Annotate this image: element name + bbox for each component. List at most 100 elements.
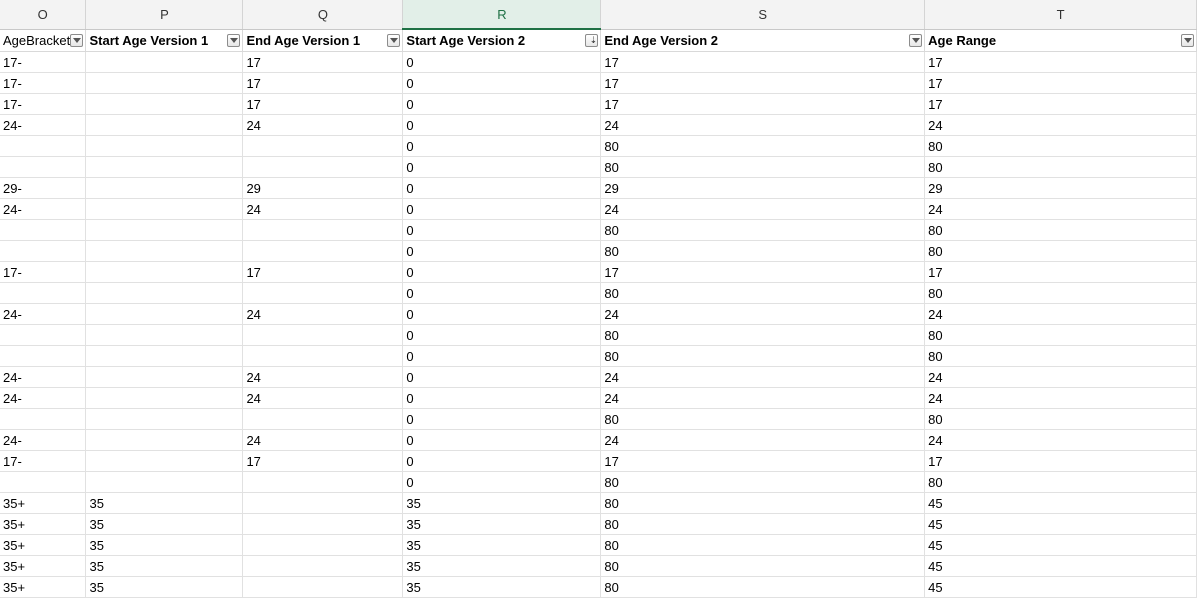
cell-p[interactable] [85, 219, 244, 241]
cell-r[interactable]: 0 [402, 219, 602, 241]
cell-o[interactable]: 35+ [0, 492, 87, 514]
cell-s[interactable]: 80 [600, 324, 926, 346]
cell-r[interactable]: 0 [402, 198, 602, 220]
cell-o[interactable]: 35+ [0, 555, 87, 577]
cell-q[interactable] [242, 219, 404, 241]
cell-s[interactable]: 17 [600, 93, 926, 115]
cell-q[interactable]: 17 [242, 72, 404, 94]
cell-o[interactable]: 17- [0, 261, 87, 283]
cell-q[interactable] [242, 282, 404, 304]
header-cell-q[interactable]: End Age Version 1 [242, 29, 404, 52]
sort-descending-filter-icon[interactable]: ⇣ [585, 34, 599, 47]
cell-q[interactable]: 17 [242, 51, 404, 73]
cell-q[interactable] [242, 345, 404, 367]
cell-p[interactable] [85, 135, 244, 157]
cell-s[interactable]: 17 [600, 450, 926, 472]
cell-r[interactable]: 0 [402, 114, 602, 136]
cell-r[interactable]: 0 [402, 282, 602, 304]
cell-q[interactable] [242, 408, 404, 430]
cell-s[interactable]: 24 [600, 387, 926, 409]
cell-r[interactable]: 0 [402, 471, 602, 493]
header-cell-t[interactable]: Age Range [924, 29, 1197, 52]
cell-r[interactable]: 0 [402, 345, 602, 367]
cell-p[interactable] [85, 51, 244, 73]
cell-r[interactable]: 0 [402, 72, 602, 94]
cell-t[interactable]: 45 [924, 492, 1197, 514]
cell-s[interactable]: 80 [600, 282, 926, 304]
cell-q[interactable]: 24 [242, 198, 404, 220]
cell-o[interactable] [0, 345, 87, 367]
cell-q[interactable] [242, 240, 404, 262]
column-letter-s[interactable]: S [600, 0, 926, 30]
cell-p[interactable]: 35 [85, 576, 244, 598]
cell-t[interactable]: 24 [924, 366, 1197, 388]
cell-t[interactable]: 80 [924, 471, 1197, 493]
cell-s[interactable]: 80 [600, 576, 926, 598]
cell-o[interactable]: 17- [0, 51, 87, 73]
cell-p[interactable] [85, 303, 244, 325]
cell-q[interactable]: 17 [242, 93, 404, 115]
column-letter-o[interactable]: O [0, 0, 87, 30]
cell-t[interactable]: 24 [924, 387, 1197, 409]
cell-t[interactable]: 80 [924, 219, 1197, 241]
filter-dropdown-icon[interactable] [1181, 33, 1194, 47]
column-letter-t[interactable]: T [924, 0, 1197, 30]
cell-p[interactable] [85, 198, 244, 220]
cell-s[interactable]: 17 [600, 261, 926, 283]
cell-p[interactable]: 35 [85, 534, 244, 556]
cell-p[interactable] [85, 345, 244, 367]
cell-t[interactable]: 17 [924, 93, 1197, 115]
cell-r[interactable]: 0 [402, 429, 602, 451]
cell-s[interactable]: 80 [600, 240, 926, 262]
cell-p[interactable] [85, 114, 244, 136]
cell-o[interactable] [0, 240, 87, 262]
cell-p[interactable] [85, 156, 244, 178]
cell-p[interactable] [85, 282, 244, 304]
cell-o[interactable]: 35+ [0, 576, 87, 598]
cell-t[interactable]: 17 [924, 450, 1197, 472]
cell-r[interactable]: 0 [402, 156, 602, 178]
cell-r[interactable]: 0 [402, 135, 602, 157]
cell-r[interactable]: 0 [402, 177, 602, 199]
cell-q[interactable] [242, 156, 404, 178]
cell-q[interactable]: 17 [242, 261, 404, 283]
cell-q[interactable]: 17 [242, 450, 404, 472]
cell-p[interactable]: 35 [85, 555, 244, 577]
column-letter-p[interactable]: P [85, 0, 244, 30]
cell-t[interactable]: 80 [924, 408, 1197, 430]
cell-q[interactable]: 24 [242, 303, 404, 325]
cell-o[interactable]: 17- [0, 72, 87, 94]
cell-q[interactable] [242, 492, 404, 514]
cell-p[interactable] [85, 366, 244, 388]
cell-r[interactable]: 0 [402, 324, 602, 346]
cell-s[interactable]: 80 [600, 555, 926, 577]
cell-o[interactable]: 17- [0, 93, 87, 115]
cell-o[interactable] [0, 324, 87, 346]
filter-dropdown-icon[interactable] [227, 33, 241, 47]
cell-o[interactable] [0, 135, 87, 157]
filter-dropdown-icon[interactable] [387, 33, 401, 47]
cell-t[interactable]: 45 [924, 513, 1197, 535]
cell-q[interactable] [242, 555, 404, 577]
cell-r[interactable]: 0 [402, 261, 602, 283]
cell-s[interactable]: 17 [600, 72, 926, 94]
cell-p[interactable]: 35 [85, 492, 244, 514]
cell-s[interactable]: 80 [600, 219, 926, 241]
filter-dropdown-icon[interactable] [909, 33, 923, 47]
cell-q[interactable]: 24 [242, 387, 404, 409]
cell-r[interactable]: 35 [402, 576, 602, 598]
cell-t[interactable]: 80 [924, 156, 1197, 178]
cell-q[interactable] [242, 513, 404, 535]
cell-o[interactable]: 24- [0, 198, 87, 220]
cell-o[interactable] [0, 282, 87, 304]
cell-t[interactable]: 17 [924, 72, 1197, 94]
cell-q[interactable] [242, 576, 404, 598]
cell-q[interactable] [242, 135, 404, 157]
cell-o[interactable]: 24- [0, 114, 87, 136]
cell-s[interactable]: 80 [600, 471, 926, 493]
cell-p[interactable] [85, 450, 244, 472]
cell-r[interactable]: 0 [402, 240, 602, 262]
cell-q[interactable]: 24 [242, 366, 404, 388]
cell-r[interactable]: 35 [402, 513, 602, 535]
cell-s[interactable]: 29 [600, 177, 926, 199]
